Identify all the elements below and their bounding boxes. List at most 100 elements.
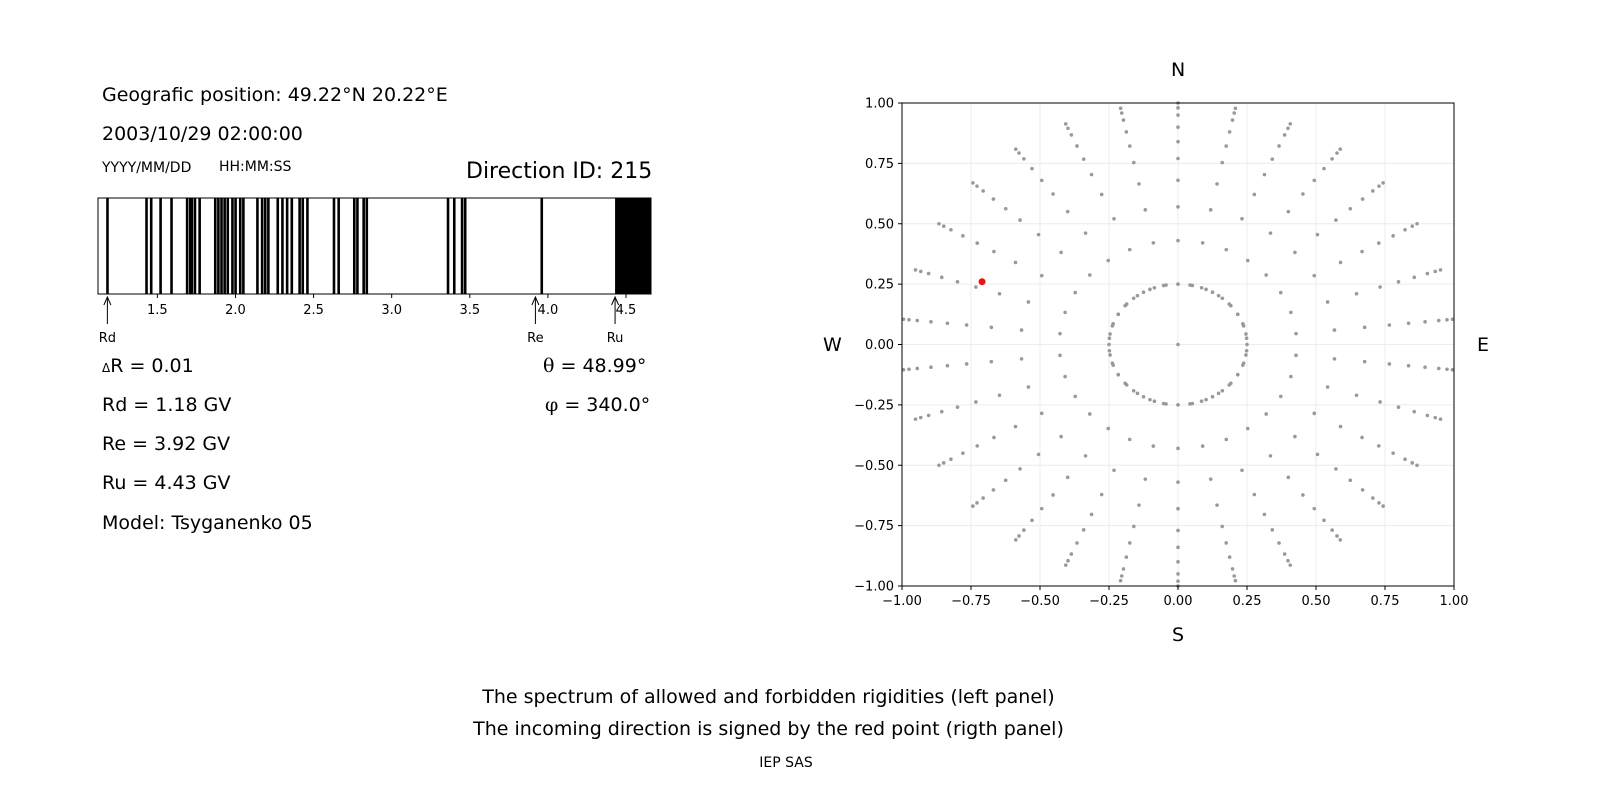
spectrum-frame xyxy=(97,197,652,295)
direction-point xyxy=(1036,452,1041,457)
direction-point xyxy=(1268,454,1273,458)
direction-point xyxy=(1289,374,1293,379)
direction-point xyxy=(1059,434,1063,439)
direction-point xyxy=(1176,446,1180,451)
direction-point xyxy=(997,291,1002,296)
direction-point xyxy=(1108,332,1112,336)
direction-point xyxy=(1277,541,1281,545)
spectrum-tick-label: 3.5 xyxy=(459,303,480,318)
direction-point xyxy=(971,181,975,185)
direction-point xyxy=(975,501,979,505)
direction-point xyxy=(1391,234,1395,238)
caption-line-1: The spectrum of allowed and forbidden ri… xyxy=(482,686,1055,708)
model-name: Model: Tsyganenko 05 xyxy=(102,512,313,534)
direction-point xyxy=(1131,296,1136,301)
direction-point xyxy=(1148,287,1152,292)
direction-point xyxy=(1230,118,1235,122)
direction-point xyxy=(991,488,996,492)
direction-point xyxy=(1332,357,1337,361)
direction-point xyxy=(992,435,996,440)
direction-point xyxy=(1107,342,1111,347)
direction-point xyxy=(1030,518,1034,523)
y-tick-label: −0.75 xyxy=(854,519,894,534)
direction-point xyxy=(1262,512,1267,517)
forbidden-line xyxy=(276,198,280,294)
direction-point xyxy=(1022,157,1026,161)
direction-point xyxy=(1220,296,1225,301)
direction-point xyxy=(1378,285,1382,289)
direction-point xyxy=(1127,144,1132,148)
direction-point xyxy=(913,417,918,421)
x-tick-label: −0.25 xyxy=(1089,594,1129,609)
direction-point xyxy=(1164,402,1168,406)
direction-point xyxy=(1176,342,1180,347)
re-value: Re = 3.92 GV xyxy=(102,433,231,455)
direction-point xyxy=(1322,166,1326,171)
direction-point xyxy=(1081,528,1086,532)
marker-label: Re xyxy=(527,331,543,346)
delta-symbol: Δ xyxy=(102,361,111,375)
y-tick-label: 0.50 xyxy=(865,217,894,232)
direction-point xyxy=(1438,268,1443,272)
direction-point xyxy=(1132,160,1136,165)
direction-point xyxy=(1151,444,1156,448)
direction-point xyxy=(1069,133,1074,137)
marker-label: Rd xyxy=(99,331,116,346)
direction-point xyxy=(1132,524,1136,529)
direction-point xyxy=(949,457,953,462)
forbidden-line xyxy=(145,198,148,294)
direction-point xyxy=(975,444,980,448)
direction-point xyxy=(1335,151,1339,155)
direction-point xyxy=(1381,181,1385,185)
direction-point xyxy=(1188,283,1192,287)
direction-point xyxy=(1338,147,1343,151)
direction-point xyxy=(1083,231,1088,235)
forbidden-line xyxy=(290,198,294,294)
direction-point xyxy=(1338,538,1343,542)
direction-point xyxy=(1268,231,1273,235)
direction-point xyxy=(1075,541,1079,545)
direction-point xyxy=(1075,144,1079,148)
direction-point xyxy=(1176,139,1180,144)
direction-point xyxy=(1215,503,1219,507)
forbidden-line xyxy=(185,198,189,294)
direction-point xyxy=(1176,506,1180,511)
caption-line-2: The incoming direction is signed by the … xyxy=(473,718,1064,740)
direction-point xyxy=(1089,172,1094,177)
direction-point xyxy=(1425,413,1430,418)
direction-point xyxy=(1330,157,1334,161)
direction-point xyxy=(1099,192,1104,197)
direction-point xyxy=(939,275,944,280)
direction-point xyxy=(1244,336,1249,340)
direction-point xyxy=(1301,192,1305,196)
direction-point xyxy=(1371,189,1375,193)
marker-arrowhead xyxy=(103,295,112,306)
direction-point xyxy=(1334,467,1338,471)
direction-point xyxy=(1315,452,1320,457)
direction-point xyxy=(1315,232,1320,237)
direction-point xyxy=(1013,260,1018,265)
forbidden-line xyxy=(234,198,237,294)
direction-point xyxy=(1224,541,1229,545)
direction-point xyxy=(1119,574,1124,578)
direction-point xyxy=(1227,555,1232,559)
direction-point xyxy=(989,325,994,330)
direction-point xyxy=(949,227,953,232)
forbidden-line xyxy=(356,198,359,294)
forbidden-line xyxy=(540,198,544,294)
direction-point xyxy=(1286,475,1291,480)
direction-point xyxy=(1252,492,1257,497)
ru-value: Ru = 4.43 GV xyxy=(102,472,231,494)
direction-point xyxy=(901,317,906,322)
direction-point xyxy=(974,400,978,404)
direction-point xyxy=(1230,567,1235,571)
direction-point xyxy=(1233,106,1238,111)
direction-point xyxy=(1176,113,1180,117)
y-tick-label: −0.50 xyxy=(854,459,894,474)
direction-point xyxy=(1391,451,1395,455)
forbidden-line xyxy=(298,198,301,294)
direction-point xyxy=(955,280,960,284)
direction-point xyxy=(1151,241,1156,245)
forbidden-line xyxy=(106,198,109,294)
direction-point xyxy=(1348,478,1353,483)
